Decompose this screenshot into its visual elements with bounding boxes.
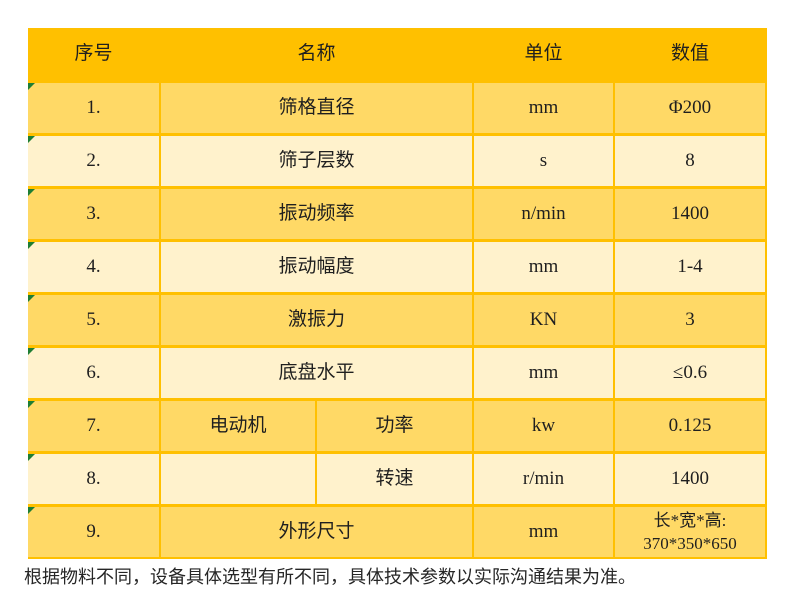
cell-flag-triangle-icon: [28, 454, 35, 461]
row-number-cell: 6.: [28, 348, 159, 398]
name-sub-cell: 功率: [317, 401, 472, 451]
row-number: 8.: [86, 467, 101, 489]
row-number: 9.: [86, 520, 101, 542]
row-number: 2.: [86, 149, 101, 171]
value-cell: 8: [615, 136, 765, 186]
unit-cell: mm: [474, 242, 613, 292]
unit-cell: KN: [474, 295, 613, 345]
value-cell: 3: [615, 295, 765, 345]
cell-flag-triangle-icon: [28, 348, 35, 355]
row-number: 5.: [86, 308, 101, 330]
row-number-cell: 8.: [28, 454, 159, 504]
name-cell: [161, 454, 315, 504]
value-cell: Φ200: [615, 83, 765, 133]
row-number-cell: 2.: [28, 136, 159, 186]
name-cell: 筛格直径: [161, 83, 472, 133]
row-number-cell: 1.: [28, 83, 159, 133]
name-cell: 底盘水平: [161, 348, 472, 398]
name-cell: 外形尺寸: [161, 507, 472, 557]
unit-cell: mm: [474, 83, 613, 133]
row-number: 3.: [86, 202, 101, 224]
row-number: 1.: [86, 96, 101, 118]
header-name: 名称: [161, 28, 472, 80]
unit-cell: mm: [474, 348, 613, 398]
value-cell: 长*宽*高: 370*350*650: [615, 507, 765, 557]
name-cell: 电动机: [161, 401, 315, 451]
unit-cell: mm: [474, 507, 613, 557]
value-cell: ≤0.6: [615, 348, 765, 398]
header-unit: 单位: [474, 28, 613, 80]
cell-flag-triangle-icon: [28, 83, 35, 90]
value-line-1: 长*宽*高:: [653, 511, 727, 530]
name-cell: 振动幅度: [161, 242, 472, 292]
header-value: 数值: [615, 28, 765, 80]
row-number-cell: 5.: [28, 295, 159, 345]
value-line-2: 370*350*650: [643, 534, 737, 553]
value-cell: 1-4: [615, 242, 765, 292]
value-cell: 0.125: [615, 401, 765, 451]
row-number-cell: 7.: [28, 401, 159, 451]
name-cell: 振动频率: [161, 189, 472, 239]
name-cell: 筛子层数: [161, 136, 472, 186]
unit-cell: n/min: [474, 189, 613, 239]
cell-flag-triangle-icon: [28, 295, 35, 302]
unit-cell: s: [474, 136, 613, 186]
row-number-cell: 3.: [28, 189, 159, 239]
row-number: 4.: [86, 255, 101, 277]
spec-table: 序号 名称 单位 数值 1. 筛格直径 mm Φ200 2. 筛子层数 s 8 …: [28, 28, 767, 559]
row-number-cell: 4.: [28, 242, 159, 292]
cell-flag-triangle-icon: [28, 189, 35, 196]
value-cell: 1400: [615, 189, 765, 239]
footnote: 根据物料不同，设备具体选型有所不同，具体技术参数以实际沟通结果为准。: [24, 567, 636, 587]
cell-flag-triangle-icon: [28, 507, 35, 514]
row-number-cell: 9.: [28, 507, 159, 557]
value-cell: 1400: [615, 454, 765, 504]
name-sub-cell: 转速: [317, 454, 472, 504]
row-number: 6.: [86, 361, 101, 383]
header-no: 序号: [28, 28, 159, 80]
name-cell: 激振力: [161, 295, 472, 345]
cell-flag-triangle-icon: [28, 136, 35, 143]
cell-flag-triangle-icon: [28, 242, 35, 249]
unit-cell: r/min: [474, 454, 613, 504]
row-number: 7.: [86, 414, 101, 436]
cell-flag-triangle-icon: [28, 401, 35, 408]
unit-cell: kw: [474, 401, 613, 451]
